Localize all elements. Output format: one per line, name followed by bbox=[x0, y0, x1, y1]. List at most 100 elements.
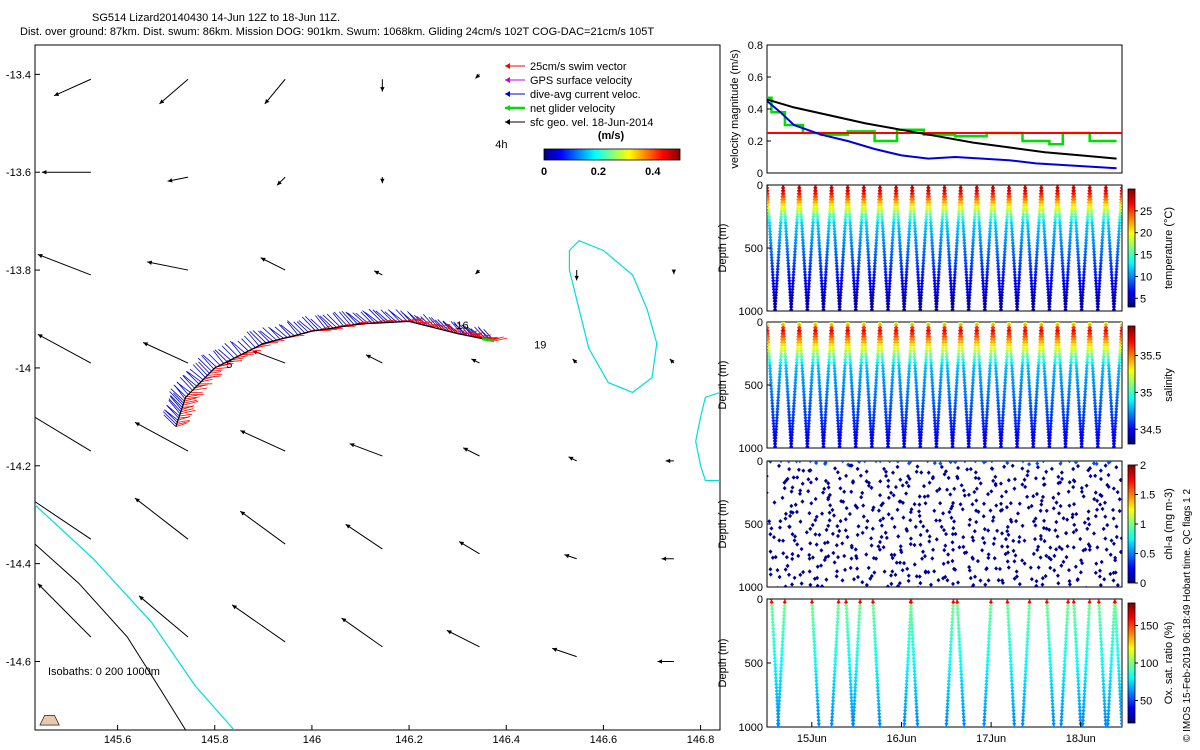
section-data-point bbox=[984, 281, 989, 286]
section-data-point bbox=[771, 275, 776, 281]
section-data-point bbox=[1079, 558, 1084, 563]
section-data-point bbox=[971, 235, 976, 240]
section-data-point bbox=[979, 392, 984, 397]
section-data-point bbox=[915, 261, 920, 266]
section-data-point bbox=[855, 532, 860, 538]
section-data-point bbox=[1068, 360, 1073, 365]
section-data-point bbox=[959, 191, 964, 196]
section-data-point bbox=[958, 322, 963, 328]
section-data-point bbox=[1064, 554, 1069, 560]
section-data-point bbox=[931, 266, 936, 272]
section-data-point bbox=[1005, 200, 1010, 205]
section-data-point bbox=[825, 249, 830, 254]
section-data-point bbox=[1040, 206, 1045, 211]
section-data-point bbox=[961, 534, 966, 540]
section-data-point bbox=[956, 217, 961, 223]
section-data-point bbox=[923, 501, 928, 506]
section-data-point bbox=[1077, 275, 1082, 281]
geo-vector-head bbox=[446, 630, 452, 635]
section-data-point bbox=[856, 264, 861, 269]
section-data-point bbox=[1098, 261, 1103, 266]
section-data-point bbox=[1000, 290, 1005, 295]
section-data-point bbox=[980, 412, 985, 418]
geo-vector-head bbox=[30, 498, 35, 502]
section-data-point bbox=[833, 246, 838, 252]
section-data-point bbox=[864, 363, 869, 368]
section-data-point bbox=[891, 223, 896, 228]
section-data-point bbox=[1039, 536, 1044, 542]
section-data-point bbox=[891, 357, 896, 362]
section-data-point bbox=[807, 569, 812, 574]
section-data-point bbox=[931, 255, 936, 260]
section-data-point bbox=[970, 535, 975, 540]
section-data-point bbox=[991, 194, 996, 199]
section-data-point bbox=[1100, 374, 1105, 380]
section-data-point bbox=[868, 424, 873, 429]
section-data-point bbox=[793, 534, 798, 539]
section-data-point bbox=[829, 325, 834, 331]
section-data-point bbox=[932, 415, 937, 420]
section-data-point bbox=[833, 377, 838, 383]
swim-vector bbox=[446, 327, 461, 332]
section-data-point bbox=[1001, 264, 1006, 269]
section-data-point bbox=[1065, 412, 1070, 418]
section-y-axis-label: Depth (m) bbox=[717, 224, 729, 273]
section-data-point bbox=[1097, 412, 1102, 418]
section-data-point bbox=[1064, 293, 1069, 298]
section-data-point bbox=[870, 438, 875, 444]
section-data-point bbox=[980, 278, 985, 283]
section-data-point bbox=[883, 398, 888, 403]
section-data-point bbox=[1044, 395, 1049, 400]
section-data-point bbox=[1009, 217, 1014, 223]
section-data-point bbox=[919, 287, 924, 292]
section-data-point bbox=[859, 363, 864, 368]
section-data-point bbox=[1028, 258, 1033, 263]
section-data-point bbox=[891, 366, 896, 371]
section-data-point bbox=[802, 258, 807, 263]
dac-vector bbox=[162, 411, 177, 425]
section-data-point bbox=[1068, 366, 1073, 371]
section-data-point bbox=[934, 304, 939, 310]
section-data-point bbox=[889, 389, 894, 394]
section-data-point bbox=[1061, 281, 1066, 286]
section-data-point bbox=[833, 383, 838, 389]
section-data-point bbox=[956, 211, 961, 217]
section-data-point bbox=[871, 284, 876, 289]
section-data-point bbox=[1036, 223, 1041, 228]
section-data-point bbox=[1093, 412, 1098, 418]
section-data-point bbox=[907, 217, 912, 223]
section-data-point bbox=[1053, 528, 1058, 533]
section-data-point bbox=[923, 357, 928, 362]
section-data-point bbox=[898, 386, 903, 391]
section-data-point bbox=[899, 261, 904, 266]
section-data-point bbox=[834, 264, 839, 269]
section-data-point bbox=[1005, 340, 1010, 345]
section-data-point bbox=[987, 369, 992, 374]
section-data-point bbox=[933, 287, 938, 292]
section-data-point bbox=[770, 266, 775, 272]
section-data-point bbox=[782, 345, 787, 351]
section-data-point bbox=[801, 252, 806, 257]
section-data-point bbox=[776, 392, 781, 397]
section-data-point bbox=[1053, 345, 1058, 351]
section-data-point bbox=[798, 194, 803, 199]
dac-vector bbox=[202, 354, 217, 368]
section-data-point bbox=[995, 252, 1000, 257]
section-data-point bbox=[1031, 307, 1036, 311]
section-data-point bbox=[802, 398, 807, 403]
section-data-point bbox=[992, 351, 997, 357]
section-data-point bbox=[1107, 383, 1112, 389]
section-data-point bbox=[989, 489, 994, 494]
section-data-point bbox=[831, 220, 836, 225]
section-data-point bbox=[891, 229, 896, 234]
section-data-point bbox=[1076, 389, 1081, 394]
section-data-point bbox=[865, 246, 870, 252]
section-data-point bbox=[1045, 418, 1050, 423]
section-data-point bbox=[785, 386, 790, 391]
section-data-point bbox=[938, 386, 943, 391]
section-data-point bbox=[947, 264, 952, 269]
section-data-point bbox=[1074, 226, 1079, 231]
section-data-point bbox=[970, 249, 975, 254]
geo-vector bbox=[260, 257, 286, 271]
section-data-point bbox=[880, 214, 885, 220]
